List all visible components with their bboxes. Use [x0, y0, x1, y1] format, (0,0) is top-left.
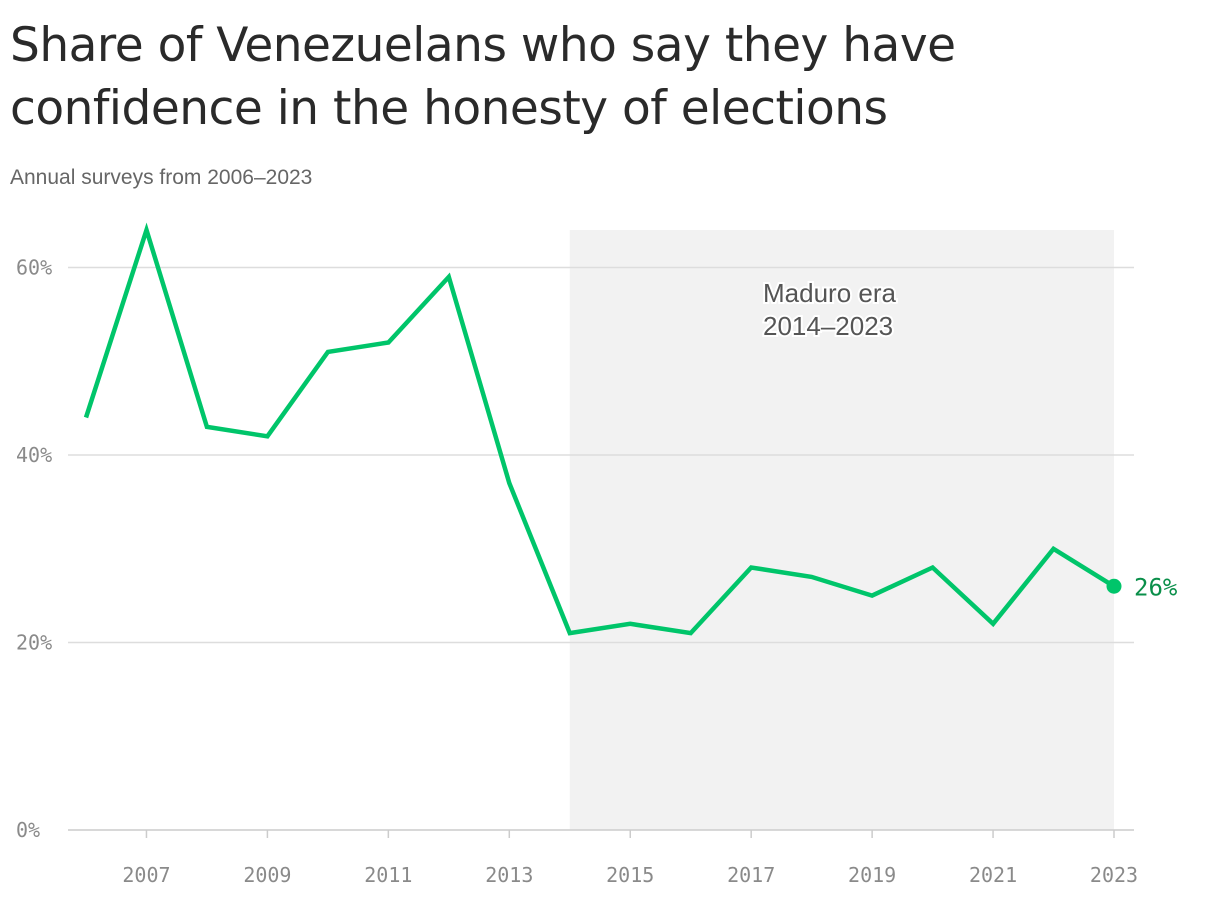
y-tick-label: 20%: [16, 631, 52, 655]
shaded-region-layer: [569, 230, 1114, 830]
x-tick-label: 2019: [848, 863, 896, 887]
era-label-years: 2014–2023: [763, 311, 893, 341]
gridline-layer: [68, 266, 1134, 644]
y-tick-label: 40%: [16, 443, 52, 467]
maduro-era-shading: [569, 230, 1114, 830]
end-point-marker: [1106, 578, 1122, 594]
y-axis: 0% 20% 40% 60%: [16, 256, 52, 843]
x-tick-label: 2011: [364, 863, 412, 887]
x-tick-label: 2017: [727, 863, 775, 887]
chart-subtitle: Annual surveys from 2006–2023: [10, 166, 313, 189]
y-tick-label: 0%: [16, 818, 40, 842]
x-tick-label: 2021: [969, 863, 1017, 887]
x-tick-label: 2007: [122, 863, 170, 887]
end-value-label: 26%: [1134, 573, 1178, 601]
chart-title: Share of Venezuelans who say they have c…: [10, 18, 956, 136]
x-tick-label: 2013: [485, 863, 533, 887]
x-tick-label: 2009: [243, 863, 291, 887]
series-layer: [83, 222, 1122, 636]
x-tick-label: 2023: [1090, 863, 1138, 887]
series-line: [83, 222, 1116, 636]
era-label-name: Maduro era: [763, 278, 896, 308]
x-axis: 2007 2009 2011 2013 2015 2017 2019 2021 2023: [68, 829, 1138, 887]
y-tick-label: 60%: [16, 256, 52, 280]
x-tick-label: 2015: [606, 863, 654, 887]
